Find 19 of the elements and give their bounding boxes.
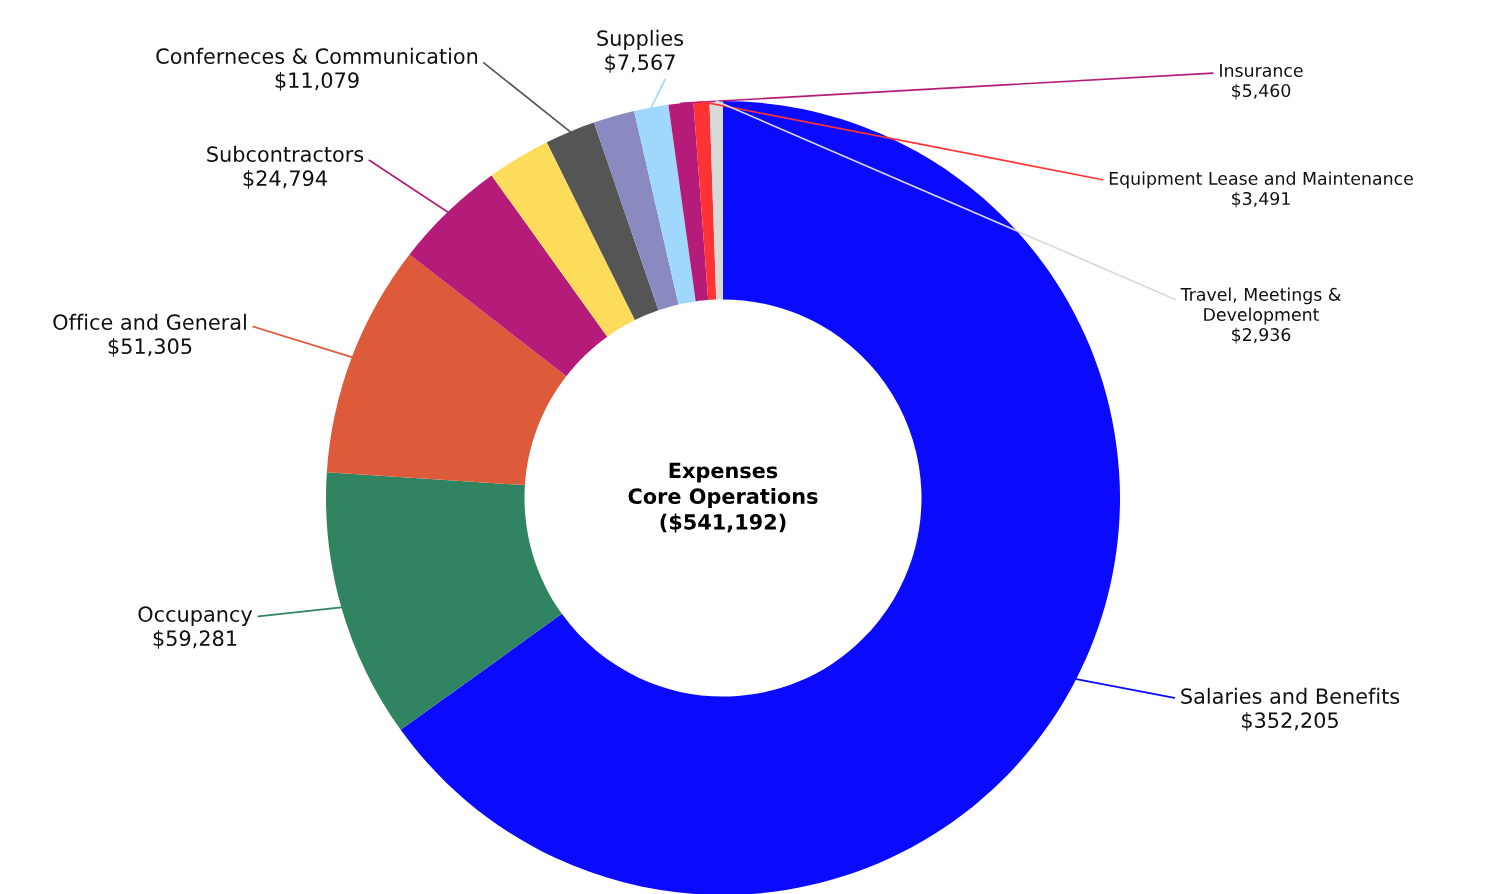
data-label: $51,305 — [108, 337, 192, 357]
slice-label: Conferneces & Communication — [156, 47, 478, 64]
data-label: $59,281 — [153, 629, 237, 649]
data-label: $24,794 — [243, 169, 327, 189]
text: Expenses Core Operations ($541,192) — [628, 462, 818, 533]
slice-label: Subcontractors — [207, 145, 364, 162]
slice-label: Travel, Meetings & Development — [1180, 287, 1341, 325]
slice-label: Supplies — [597, 29, 684, 51]
data-label: $11,079 — [275, 71, 359, 91]
slice-label: Salaries and Benefits — [1181, 687, 1400, 704]
slice-label: Occupancy — [138, 606, 253, 627]
data-label: $3,491 — [1232, 191, 1290, 208]
data-label: $7,567 — [605, 53, 675, 73]
slice-label: Equipment Lease and Maintenance — [1109, 171, 1413, 189]
data-label: $352,205 — [1242, 711, 1338, 731]
data-label: $5,460 — [1232, 83, 1291, 100]
slice-label: Insurance — [1220, 64, 1303, 77]
slice-label: Office and General — [53, 313, 246, 330]
data-label: $2,936 — [1232, 327, 1291, 344]
